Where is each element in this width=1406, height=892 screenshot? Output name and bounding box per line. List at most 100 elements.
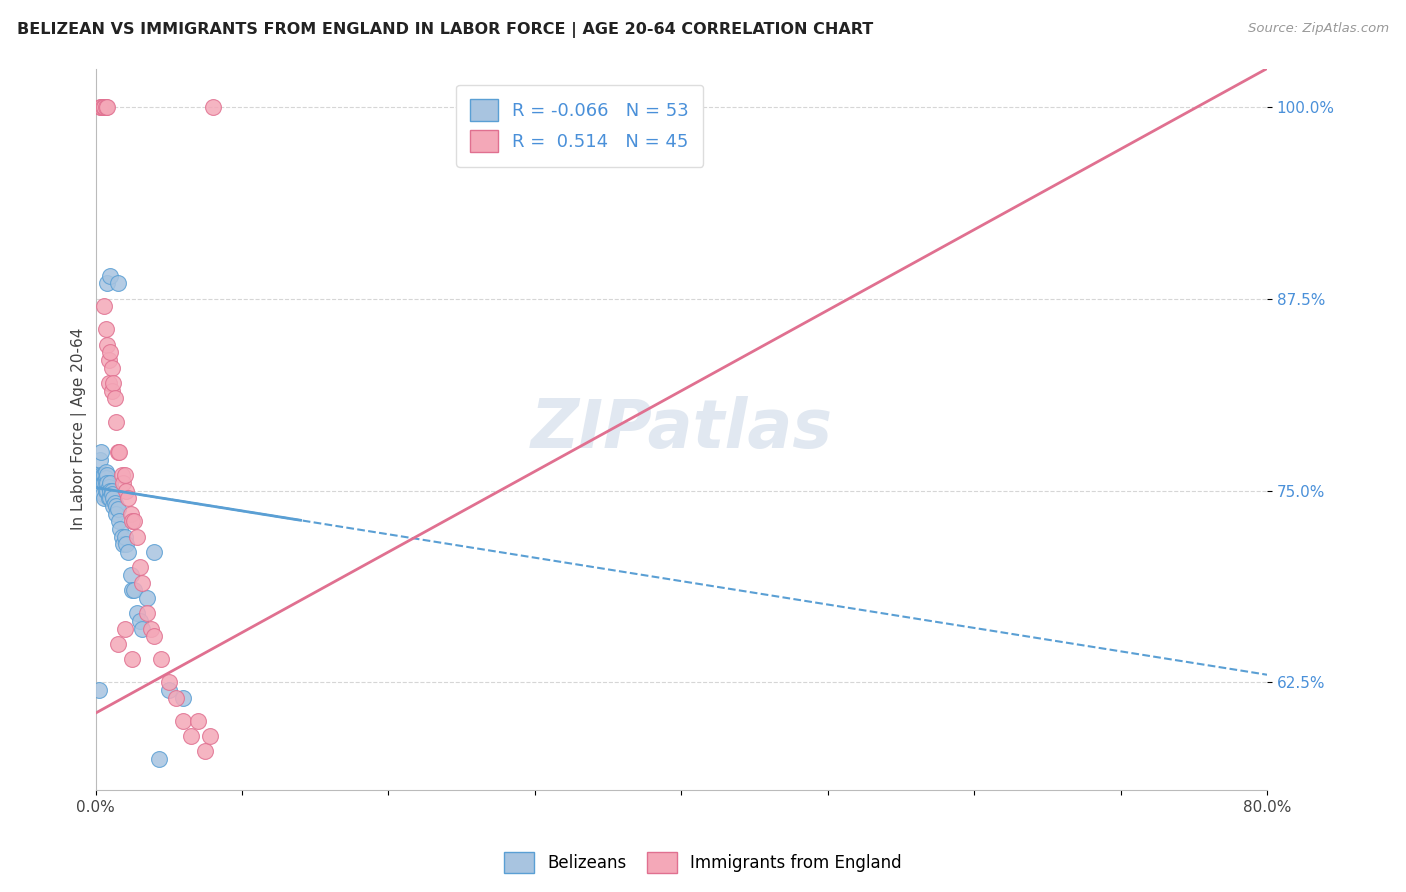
Y-axis label: In Labor Force | Age 20-64: In Labor Force | Age 20-64 [72,328,87,531]
Point [107,277,129,291]
Point [98,491,121,506]
Point [148,752,170,766]
Point [128,614,150,628]
Point [104,496,127,510]
Point [94,471,117,485]
Point [117,491,139,506]
Point [110,522,132,536]
Point [122,583,145,598]
Point [93,299,115,313]
Point [98,268,121,283]
Point [107,637,129,651]
Point [94,465,117,479]
Point [91,486,114,500]
Point [87,683,110,698]
Point [97,491,120,506]
Point [93,468,115,483]
Point [150,652,173,666]
Point [143,629,166,643]
Point [172,714,194,728]
Point [117,545,139,559]
Point [114,468,136,483]
Point [135,591,157,605]
Point [96,277,118,291]
Point [89,483,111,498]
Point [96,100,118,114]
Point [121,583,143,598]
Point [98,345,121,359]
Point [111,530,134,544]
Point [94,322,117,336]
Text: BELIZEAN VS IMMIGRANTS FROM ENGLAND IN LABOR FORCE | AGE 20-64 CORRELATION CHART: BELIZEAN VS IMMIGRANTS FROM ENGLAND IN L… [17,22,873,38]
Point [157,683,180,698]
Point [165,690,187,705]
Point [114,622,136,636]
Point [143,545,166,559]
Point [97,481,120,495]
Point [105,415,128,429]
Point [93,475,115,490]
Point [115,483,138,498]
Point [96,483,118,498]
Point [100,384,122,398]
Legend: R = -0.066   N = 53, R =  0.514   N = 45: R = -0.066 N = 53, R = 0.514 N = 45 [456,85,703,167]
Point [111,468,134,483]
Point [89,100,111,114]
Legend: Belizeans, Immigrants from England: Belizeans, Immigrants from England [498,846,908,880]
Point [180,729,202,743]
Text: Source: ZipAtlas.com: Source: ZipAtlas.com [1249,22,1389,36]
Point [121,514,143,528]
Point [114,530,136,544]
Point [172,690,194,705]
Point [157,675,180,690]
Point [107,445,129,459]
Point [121,652,143,666]
Point [100,486,122,500]
Point [93,491,115,506]
Point [112,537,135,551]
Point [98,483,121,498]
Point [198,729,221,743]
Point [97,376,120,391]
Point [90,468,112,483]
Point [187,714,209,728]
Point [93,100,115,114]
Point [89,453,111,467]
Point [101,376,124,391]
Point [90,445,112,459]
Point [97,353,120,368]
Point [122,514,145,528]
Point [94,483,117,498]
Point [125,607,148,621]
Point [104,392,127,406]
Point [101,491,124,506]
Point [94,100,117,114]
Point [108,514,131,528]
Point [120,568,142,582]
Point [100,483,122,498]
Point [131,622,153,636]
Point [108,445,131,459]
Point [194,744,217,758]
Text: ZIPatlas: ZIPatlas [530,396,832,462]
Point [91,468,114,483]
Point [91,100,114,114]
Point [101,499,124,513]
Point [94,475,117,490]
Point [128,560,150,574]
Point [135,607,157,621]
Point [98,475,121,490]
Point [91,475,114,490]
Point [112,475,135,490]
Point [96,468,118,483]
Point [96,338,118,352]
Point [90,100,112,114]
Point [120,507,142,521]
Point [125,530,148,544]
Point [105,507,128,521]
Point [107,502,129,516]
Point [100,360,122,375]
Point [105,499,128,513]
Point [96,475,118,490]
Point [141,622,163,636]
